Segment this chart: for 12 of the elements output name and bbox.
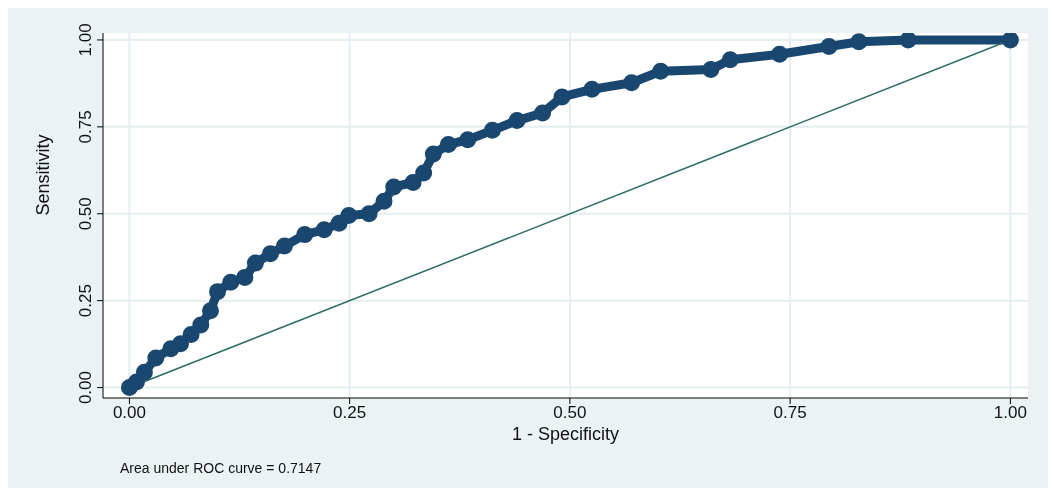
y-axis-title: Sensitivity [33, 134, 54, 216]
y-tick-label: 0.25 [76, 284, 95, 318]
x-tick-label: 1.00 [993, 403, 1027, 423]
x-axis-title: 1 - Specificity [511, 424, 620, 444]
y-tick-label: 0.50 [76, 197, 95, 231]
text: Area under ROC curve = 0.7147 [120, 460, 322, 476]
x-tick-label: 0.50 [553, 403, 587, 423]
y-tick-label: 1.00 [76, 23, 95, 57]
x-tick-label: 0.25 [333, 403, 367, 423]
x-tick-label: 0.00 [112, 403, 146, 423]
y-tick-label: 0.75 [76, 110, 95, 144]
x-tick-label: 0.75 [773, 403, 807, 423]
